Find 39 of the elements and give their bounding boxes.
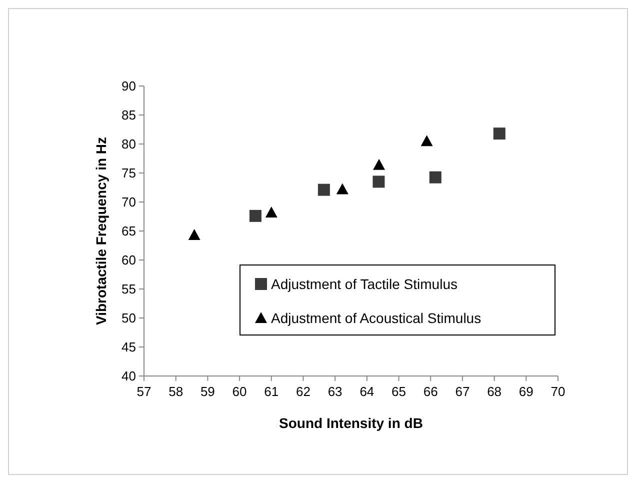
point <box>429 171 442 184</box>
x-tick-label: 65 <box>392 384 406 399</box>
x-tick-label: 62 <box>296 384 310 399</box>
legend-label: Adjustment of Tactile Stimulus <box>271 276 458 292</box>
x-tick-label: 68 <box>487 384 502 399</box>
y-tick-label: 50 <box>122 310 136 326</box>
y-tick-label: 85 <box>122 108 136 122</box>
x-tick-label: 57 <box>136 384 152 399</box>
y-tick-label: 45 <box>122 340 136 354</box>
point <box>420 135 433 146</box>
x-tick-label: 59 <box>200 384 215 399</box>
y-tick-label: 40 <box>122 368 136 384</box>
x-tick-label: 64 <box>360 384 374 399</box>
x-tick-label: 58 <box>168 384 184 399</box>
y-tick-label: 80 <box>122 136 136 152</box>
y-axis-title: Vibrotactile Frequency in Hz <box>93 136 109 326</box>
point <box>318 184 330 196</box>
x-tick-label: 63 <box>328 384 342 399</box>
y-tick-label: 55 <box>122 282 136 296</box>
x-tick-label: 61 <box>264 384 279 399</box>
point <box>265 206 278 218</box>
point <box>336 183 348 194</box>
y-tick-label: 65 <box>122 224 136 238</box>
legend-label: Adjustment of Acoustical Stimulus <box>271 310 482 326</box>
x-tick-label: 66 <box>423 384 438 399</box>
x-tick-label: 60 <box>232 384 247 399</box>
y-tick-label: 90 <box>122 78 136 94</box>
point <box>188 229 200 240</box>
y-tick-label: 75 <box>122 166 136 180</box>
x-tick-label: 69 <box>518 384 534 399</box>
point <box>373 158 386 170</box>
y-tick-label: 70 <box>122 194 136 210</box>
point <box>249 210 262 222</box>
x-axis-title: Sound Intensity in dB <box>279 415 423 431</box>
point <box>493 128 506 140</box>
x-tick-label: 67 <box>455 384 470 399</box>
point <box>372 176 385 188</box>
x-tick-label: 70 <box>550 384 566 399</box>
y-tick-label: 60 <box>122 252 136 268</box>
